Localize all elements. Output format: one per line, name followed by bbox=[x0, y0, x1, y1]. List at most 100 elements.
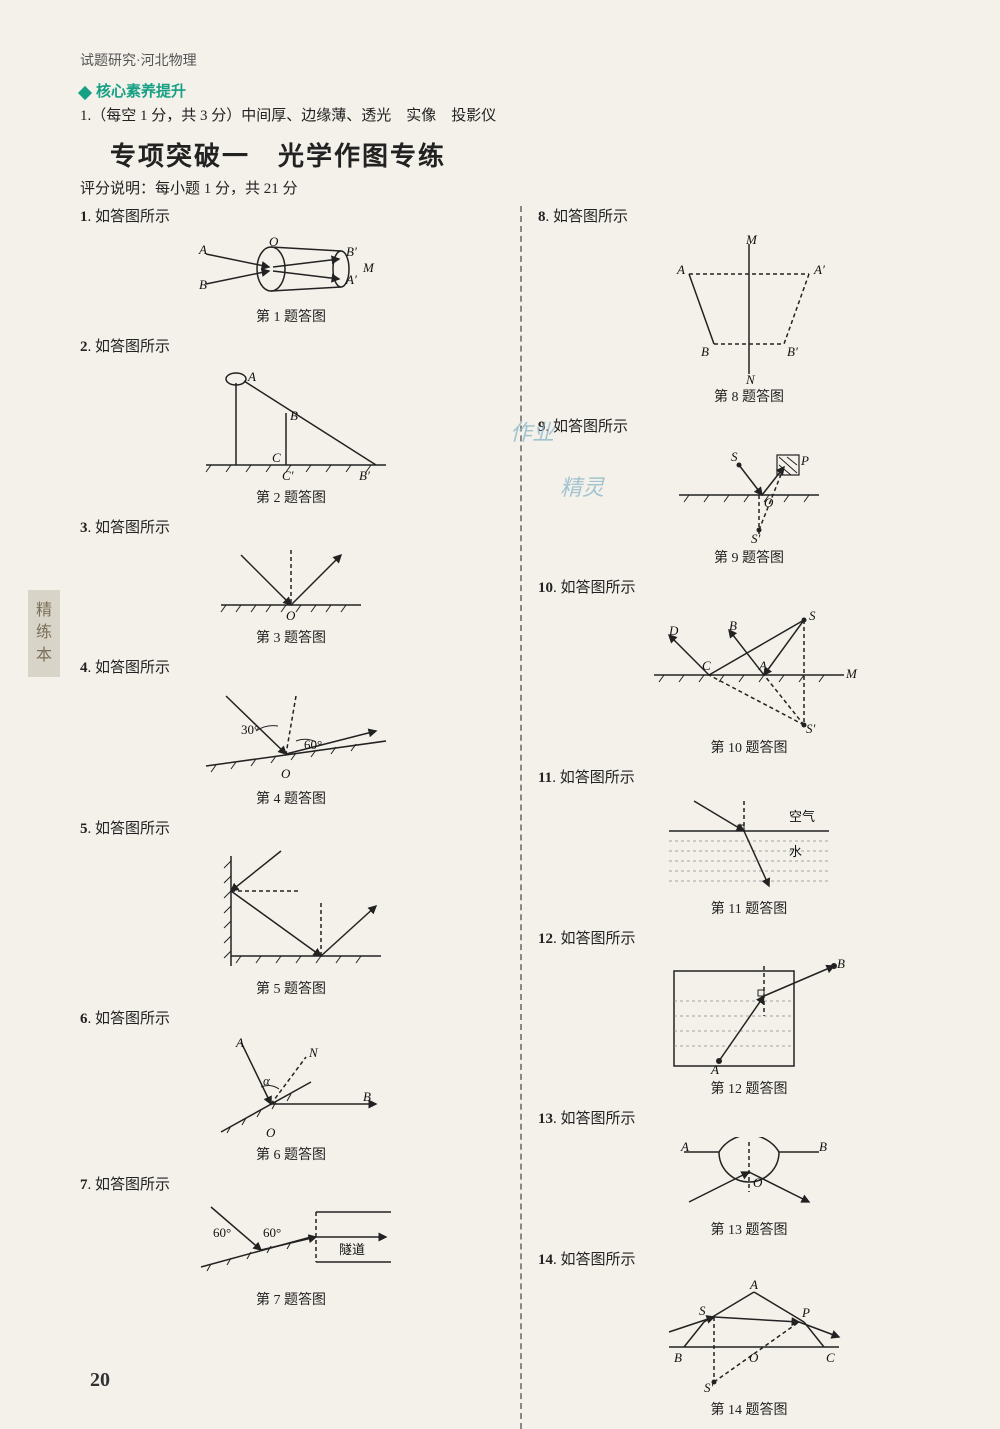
svg-text:A′: A′ bbox=[813, 262, 825, 277]
svg-text:B: B bbox=[290, 408, 298, 423]
item-8: 8. 如答图所示 M A A′ B B′ N bbox=[538, 206, 960, 407]
section-title: 专项突破一 光学作图专练 bbox=[110, 136, 960, 173]
diamond-icon bbox=[78, 85, 92, 99]
figure-2: A B C C′ B′ bbox=[80, 365, 502, 485]
figure-5 bbox=[80, 846, 502, 976]
svg-text:60°: 60° bbox=[213, 1225, 231, 1240]
svg-text:C: C bbox=[702, 658, 711, 673]
num-3: 3 bbox=[80, 520, 88, 536]
caption-13: 第 13 题答图 bbox=[538, 1219, 960, 1239]
caption-8: 第 8 题答图 bbox=[538, 386, 960, 406]
svg-text:P: P bbox=[801, 1305, 810, 1320]
svg-text:O: O bbox=[753, 1175, 763, 1190]
figure-10: B D C A S M S′ bbox=[538, 605, 960, 735]
svg-text:隧道: 隧道 bbox=[339, 1242, 365, 1257]
label-12: 如答图所示 bbox=[561, 931, 636, 947]
svg-text:P: P bbox=[800, 453, 809, 468]
caption-11: 第 11 题答图 bbox=[538, 898, 960, 918]
svg-text:B′: B′ bbox=[359, 468, 370, 483]
svg-text:B: B bbox=[199, 277, 207, 292]
book-header: 试题研究·河北物理 bbox=[80, 50, 960, 70]
figure-11: 空气 水 bbox=[538, 796, 960, 896]
svg-text:B: B bbox=[819, 1139, 827, 1154]
svg-text:60°: 60° bbox=[304, 737, 322, 752]
caption-6: 第 6 题答图 bbox=[80, 1144, 502, 1164]
num-2: 2 bbox=[80, 339, 88, 355]
label-13: 如答图所示 bbox=[561, 1111, 636, 1127]
svg-text:M: M bbox=[362, 260, 375, 275]
label-6: 如答图所示 bbox=[95, 1011, 170, 1027]
svg-text:S: S bbox=[699, 1303, 706, 1318]
num-10: 10 bbox=[538, 580, 553, 596]
figure-6: A N B α O bbox=[80, 1037, 502, 1142]
svg-text:B: B bbox=[674, 1350, 682, 1365]
svg-text:A: A bbox=[247, 369, 256, 384]
svg-text:A: A bbox=[749, 1277, 758, 1292]
item-14: 14. 如答图所示 A S bbox=[538, 1249, 960, 1420]
caption-2: 第 2 题答图 bbox=[80, 487, 502, 507]
left-column: 1. 如答图所示 A B O bbox=[80, 206, 520, 1429]
figure-9: S P O S′ bbox=[538, 445, 960, 545]
item-3: 3. 如答图所示 O 第 3 题答图 bbox=[80, 517, 502, 648]
core-section-text: 核心素养提升 bbox=[96, 84, 186, 100]
svg-text:O: O bbox=[286, 608, 296, 623]
svg-text:A: A bbox=[676, 262, 685, 277]
top-question-1: 1.（每空 1 分，共 3 分）中间厚、边缘薄、透光 实像 投影仪 bbox=[80, 105, 960, 128]
caption-9: 第 9 题答图 bbox=[538, 547, 960, 567]
svg-text:S: S bbox=[809, 608, 816, 623]
label-4: 如答图所示 bbox=[95, 660, 170, 676]
two-column-layout: 1. 如答图所示 A B O bbox=[80, 206, 960, 1429]
figure-7: 60° 60° 隧道 bbox=[80, 1202, 502, 1287]
svg-text:M: M bbox=[845, 666, 858, 681]
svg-text:S′: S′ bbox=[806, 721, 816, 735]
svg-text:B′: B′ bbox=[787, 344, 798, 359]
item-12: 12. 如答图所示 A bbox=[538, 928, 960, 1099]
svg-text:水: 水 bbox=[789, 844, 802, 859]
num-7: 7 bbox=[80, 1177, 88, 1193]
scoring-note: 评分说明：每小题 1 分，共 21 分 bbox=[80, 177, 960, 198]
side-tab: 精练本 bbox=[28, 590, 60, 677]
svg-text:A: A bbox=[198, 242, 207, 257]
num-12: 12 bbox=[538, 931, 553, 947]
label-2: 如答图所示 bbox=[95, 339, 170, 355]
svg-text:30°: 30° bbox=[241, 722, 259, 737]
num-9: 9 bbox=[538, 419, 546, 435]
label-8: 如答图所示 bbox=[553, 209, 628, 225]
svg-text:A: A bbox=[235, 1037, 244, 1050]
item-4: 4. 如答图所示 30° 60° O 第 4 题答 bbox=[80, 657, 502, 808]
svg-text:C: C bbox=[272, 450, 281, 465]
page: 试题研究·河北物理 核心素养提升 1.（每空 1 分，共 3 分）中间厚、边缘薄… bbox=[80, 50, 960, 1429]
caption-4: 第 4 题答图 bbox=[80, 788, 502, 808]
right-column: 8. 如答图所示 M A A′ B B′ N bbox=[520, 206, 960, 1429]
num-1: 1 bbox=[80, 209, 88, 225]
figure-12: A B bbox=[538, 956, 960, 1076]
num-5: 5 bbox=[80, 821, 88, 837]
figure-3: O bbox=[80, 545, 502, 625]
figure-4: 30° 60° O bbox=[80, 686, 502, 786]
svg-text:C: C bbox=[826, 1350, 835, 1365]
label-1: 如答图所示 bbox=[95, 209, 170, 225]
svg-text:S′: S′ bbox=[751, 531, 761, 545]
page-number: 20 bbox=[90, 1369, 110, 1392]
num-6: 6 bbox=[80, 1011, 88, 1027]
svg-text:O: O bbox=[749, 1350, 759, 1365]
svg-text:M: M bbox=[745, 234, 758, 247]
svg-text:A: A bbox=[758, 658, 767, 673]
svg-text:N: N bbox=[308, 1045, 319, 1060]
item-5: 5. 如答图所示 第 5 题答图 bbox=[80, 818, 502, 999]
item-1: 1. 如答图所示 A B O bbox=[80, 206, 502, 327]
item-11: 11. 如答图所示 空气 水 bbox=[538, 767, 960, 918]
svg-text:空气: 空气 bbox=[789, 809, 815, 824]
svg-text:S′: S′ bbox=[704, 1380, 714, 1395]
num-8: 8 bbox=[538, 209, 546, 225]
svg-text:A′: A′ bbox=[345, 272, 357, 287]
svg-text:α: α bbox=[263, 1073, 271, 1088]
label-3: 如答图所示 bbox=[95, 520, 170, 536]
svg-text:C′: C′ bbox=[282, 468, 294, 483]
figure-14: A S P B O C S′ bbox=[538, 1277, 960, 1397]
num-14: 14 bbox=[538, 1252, 553, 1268]
item-2: 2. 如答图所示 A B C C′ B′ bbox=[80, 336, 502, 507]
label-11: 如答图所示 bbox=[560, 770, 635, 786]
label-9: 如答图所示 bbox=[553, 419, 628, 435]
figure-13: A B O bbox=[538, 1137, 960, 1217]
